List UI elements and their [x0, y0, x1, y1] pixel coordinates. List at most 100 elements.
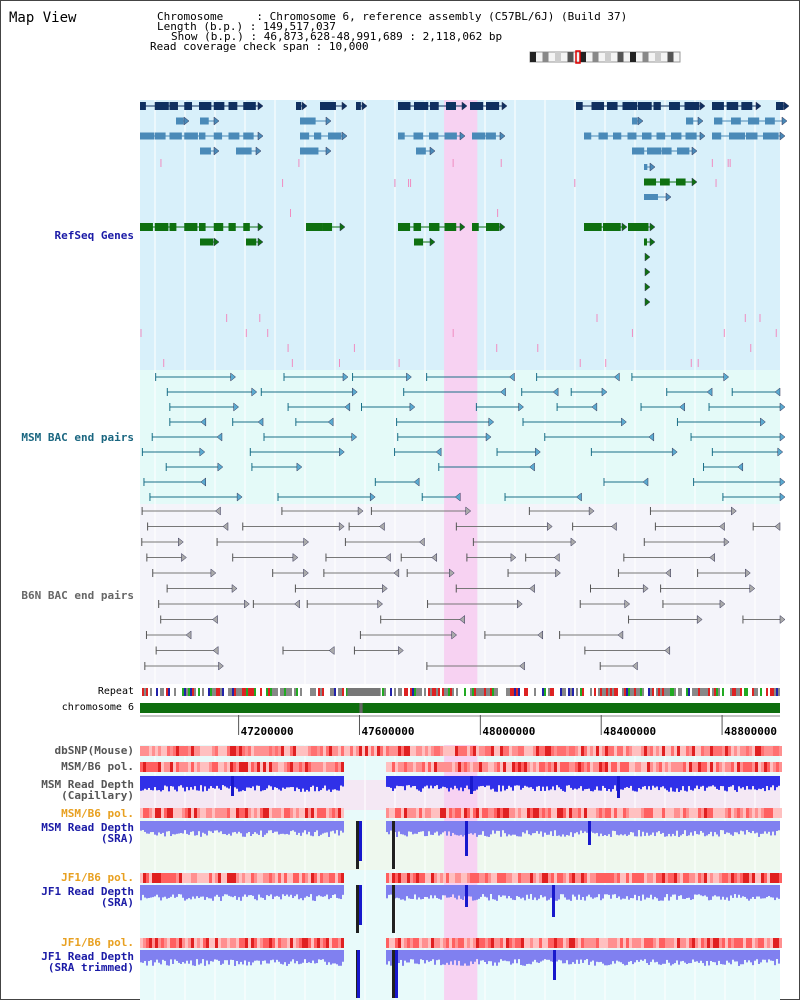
jf1-sra-depth-bar — [170, 885, 172, 897]
msm-cap-depth-bar — [550, 776, 552, 790]
repeat-element — [464, 688, 466, 696]
repeat-element — [750, 688, 752, 696]
b6n-bac-end-arrow — [719, 521, 725, 532]
repeat-element — [756, 688, 758, 696]
msm-b6-pol-heat-2-cell — [518, 808, 521, 818]
dbsnp-heat-cell — [482, 746, 485, 756]
b6n-bac-end-arrow — [294, 599, 300, 609]
jf1-b6-pol-heat-2-cell — [449, 938, 452, 948]
msm-cap-depth-bar — [546, 776, 548, 787]
jf1-b6-pol-heat-2-cell — [290, 938, 293, 948]
msm-sra-depth-bar — [398, 821, 400, 832]
jf1-trimmed-depth-bar — [442, 950, 444, 965]
jf1-trimmed-depth-bar — [458, 950, 460, 961]
jf1-trimmed-depth-bar — [762, 950, 764, 960]
dbsnp-heat-cell — [224, 746, 227, 756]
dbsnp-heat-cell — [638, 746, 641, 756]
dbsnp-heat-cell — [380, 746, 383, 756]
msm-sra-depth-bar — [530, 821, 532, 836]
msm-cap-depth-bar — [624, 776, 626, 788]
jf1-b6-pol-heat-1-cell — [422, 873, 425, 883]
jf1-b6-pol-heat-2-cell — [656, 938, 659, 948]
repeat-element — [620, 688, 622, 696]
msm-b6-pol-heat-2-cell — [314, 808, 317, 818]
jf1-b6-pol-heat-1-cell — [542, 873, 545, 883]
jf1-b6-pol-heat-1-cell — [698, 873, 701, 883]
msm-b6-pol-heat-1-cell — [512, 762, 515, 772]
jf1-sra-depth-bar — [452, 885, 454, 895]
msm-b6-pol-heat-2-cell — [764, 808, 767, 818]
msm-b6-pol-heat-2-cell — [743, 808, 746, 818]
jf1-b6-pol-heat-1-cell — [221, 873, 224, 883]
b6n-bac-end-arrow — [731, 506, 737, 516]
msm-sra-depth-bar — [160, 821, 162, 834]
msm-cap-depth-bar — [762, 776, 764, 789]
dbsnp-heat-cell — [299, 746, 302, 756]
b6n-bac-end-arrow — [451, 630, 458, 640]
jf1-trimmed-depth-bar — [456, 950, 458, 966]
dbsnp-heat-cell — [509, 746, 512, 756]
jf1-b6-pol-heat-2-cell — [185, 938, 188, 948]
jf1-sra-depth-bar — [438, 885, 440, 899]
ideogram-band — [617, 52, 624, 62]
repeat-element — [258, 688, 260, 696]
msm-sra-depth-bar — [442, 821, 444, 833]
jf1-b6-pol-heat-1-cell — [227, 873, 230, 883]
jf1-b6-pol-heat-1-cell — [587, 873, 590, 883]
jf1-trimmed-depth-bar — [274, 950, 276, 963]
jf1-trimmed-depth-bar — [320, 950, 322, 960]
msm-cap-depth-bar — [414, 776, 416, 786]
msm-cap-depth-bar — [632, 776, 634, 791]
repeat-element — [508, 688, 510, 696]
repeat-element — [570, 688, 572, 696]
info-coverage: Read coverage check span : 10,000 — [150, 40, 369, 53]
msm-b6-pol-heat-2-cell — [209, 808, 212, 818]
repeat-element — [330, 688, 332, 696]
gene-exon — [660, 178, 670, 186]
msm-cap-depth-bar — [526, 776, 528, 787]
repeat-element — [244, 688, 246, 696]
jf1-b6-pol-heat-1-cell — [506, 873, 509, 883]
repeat-element — [740, 688, 742, 696]
msm-cap-depth-bar — [218, 776, 220, 789]
gene-strand-arrow — [644, 267, 651, 277]
dbsnp-heat-cell — [443, 746, 446, 756]
msm-b6-pol-heat-1-cell — [302, 762, 305, 772]
msm-b6-pol-heat-1-cell — [416, 762, 419, 772]
gene-exon — [200, 238, 214, 246]
dbsnp-heat-cell — [248, 746, 251, 756]
jf1-trimmed-depth-bar — [492, 950, 494, 966]
jf1-trimmed-depth-bar — [568, 950, 570, 965]
jf1-sra-depth-bar — [630, 885, 632, 899]
jf1-sra-depth-bar — [778, 885, 780, 899]
jf1-b6-pol-heat-2-cell — [707, 938, 710, 948]
msm-b6-pol-heat-2-cell — [722, 808, 725, 818]
msm-b6-pol-heat-1-cell — [491, 762, 494, 772]
msm-b6-pol-heat-2-cell — [290, 808, 293, 818]
jf1-sra-depth-bar — [650, 885, 652, 895]
msm-sra-depth-bar — [304, 821, 306, 831]
msm-sra-depth-bar — [468, 821, 470, 834]
repeat-element — [524, 688, 526, 696]
msm-b6-pol-heat-1-cell — [560, 762, 563, 772]
jf1-b6-pol-heat-2-cell — [155, 938, 158, 948]
msm-cap-depth-bar — [514, 776, 516, 786]
msm-b6-pol-heat-1-cell — [536, 762, 539, 772]
msm-sra-depth-bar — [144, 821, 146, 832]
msm-sra-depth-bar — [742, 821, 744, 832]
jf1-b6-pol-heat-1-cell — [149, 873, 152, 883]
repeat-element — [694, 688, 696, 696]
gene-exon — [576, 102, 583, 110]
jf1-b6-pol-heat-1-cell — [236, 873, 239, 883]
length-value: 149,517,037 — [262, 20, 336, 33]
jf1-sra-depth-bar — [246, 885, 248, 897]
jf1-sra-depth-bar — [258, 885, 260, 895]
msm-cap-depth-bar — [452, 776, 454, 790]
msm-bac-end-arrow — [642, 477, 649, 487]
jf1-trimmed-depth-bar — [300, 950, 302, 964]
repeat-element — [146, 688, 148, 696]
msm-b6-pol-heat-2-cell — [488, 808, 491, 818]
jf1-b6-pol-heat-1-cell — [431, 873, 434, 883]
msm-b6-pol-heat-1-cell — [461, 762, 464, 772]
